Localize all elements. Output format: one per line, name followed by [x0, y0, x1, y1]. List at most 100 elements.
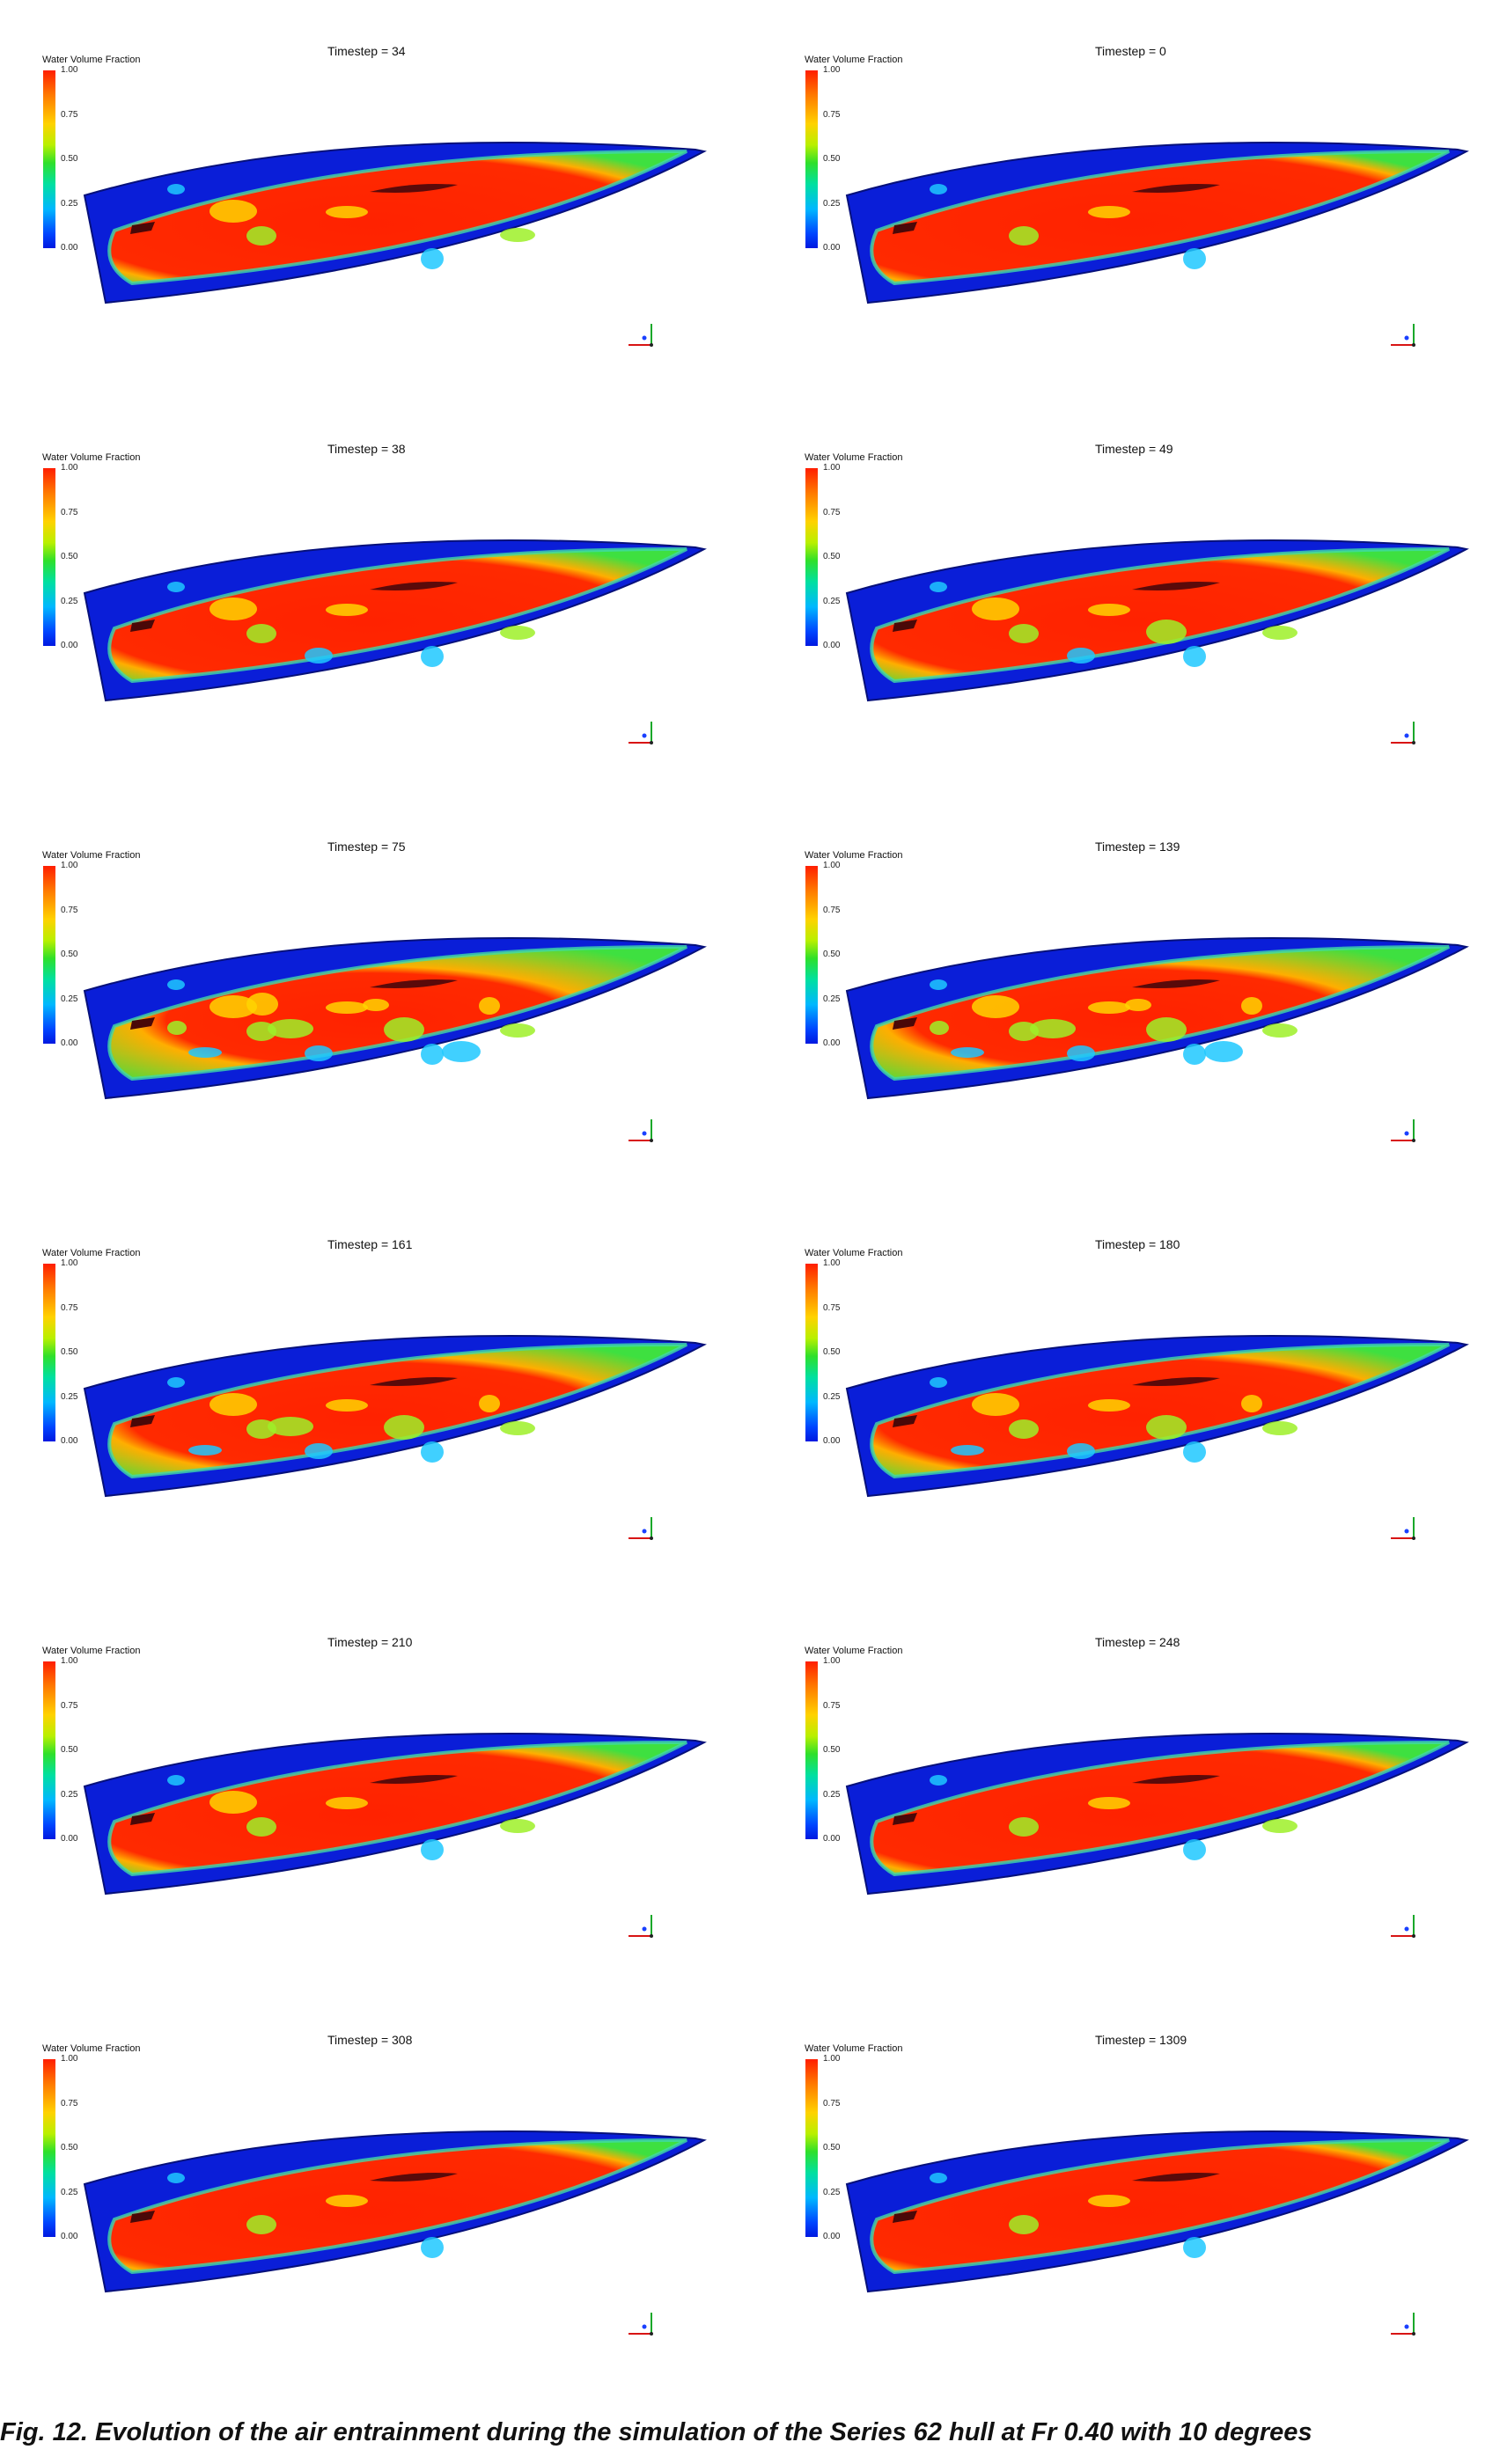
- air-pocket: [930, 582, 947, 592]
- hull-water-fraction-render: [845, 539, 1469, 744]
- air-pocket: [421, 1044, 444, 1065]
- air-pocket: [1183, 248, 1206, 269]
- axis-triad-icon: [629, 1915, 653, 1938]
- timestep-label: Timestep = 0: [1095, 44, 1166, 58]
- air-pocket: [1088, 1797, 1130, 1809]
- air-pocket: [1009, 1419, 1039, 1439]
- colorbar-tick-label: 0.25: [823, 1789, 841, 1800]
- air-pocket: [972, 598, 1019, 620]
- air-pocket: [1183, 1044, 1206, 1065]
- air-pocket: [167, 184, 185, 194]
- colorbar-tick-label: 0.50: [61, 1745, 78, 1755]
- water-region: [107, 2138, 687, 2275]
- colorbar-tick-label: 0.25: [61, 994, 78, 1004]
- colorbar-tick-label: 0.00: [823, 641, 841, 650]
- air-pocket: [442, 1041, 481, 1062]
- axis-triad-icon: [1391, 2313, 1415, 2336]
- air-pocket: [1009, 2215, 1039, 2234]
- air-pocket: [326, 604, 368, 616]
- air-pocket: [1146, 1415, 1187, 1440]
- air-pocket: [500, 1421, 535, 1435]
- air-pocket: [1262, 626, 1297, 640]
- air-pocket: [246, 2215, 276, 2234]
- timestep-label: Timestep = 308: [327, 2033, 413, 2047]
- colorbar-tick-label: 0.75: [61, 1700, 78, 1711]
- axis-triad-icon: [1391, 1517, 1415, 1540]
- simulation-panel: Water Volume Fraction 1.00 0.75 0.50 0.25 0.0…: [762, 796, 1507, 1193]
- air-pocket: [1009, 1817, 1039, 1837]
- hull-water-fraction-render: [845, 1334, 1469, 1540]
- colorbar-tick-label: 0.75: [61, 1302, 78, 1313]
- rudder-appendage: [130, 1017, 155, 1030]
- air-pocket: [930, 1775, 947, 1786]
- air-pocket: [326, 1001, 368, 1014]
- colorbar-tick-label: 0.50: [61, 154, 78, 164]
- air-pocket: [326, 206, 368, 218]
- water-region: [870, 944, 1450, 1082]
- keel-appendage: [370, 979, 458, 988]
- axis-triad-icon: [1391, 722, 1415, 744]
- rudder-appendage: [130, 1415, 155, 1427]
- timestep-label: Timestep = 210: [327, 1635, 413, 1649]
- legend-title: Water Volume Fraction: [42, 1646, 141, 1656]
- hull-water-fraction-render: [83, 141, 707, 347]
- colorbar-tick-label: 1.00: [823, 1656, 841, 1666]
- air-pocket: [210, 200, 257, 223]
- air-pocket: [1088, 2195, 1130, 2207]
- simulation-panel: Water Volume Fraction 1.00 0.75 0.50 0.25 0.0…: [0, 1591, 754, 1989]
- hull-water-fraction-render: [83, 1334, 707, 1540]
- figure-grid: Water Volume Fraction 1.00 0.75 0.50 0.25 0.0…: [0, 0, 1507, 2336]
- hull-water-fraction-render: [83, 2130, 707, 2336]
- colorbar-tick-label: 0.75: [823, 2098, 841, 2108]
- air-pocket: [246, 624, 276, 643]
- caption-text: Fig. 12. Evolution of the air entrainmen…: [0, 2418, 1312, 2446]
- colorbar-tick-label: 0.25: [823, 994, 841, 1004]
- air-pocket: [479, 997, 500, 1015]
- hull-water-fraction-render: [845, 1732, 1469, 1938]
- air-pocket: [268, 1417, 313, 1436]
- air-pocket: [1088, 1001, 1130, 1014]
- simulation-panel: Water Volume Fraction 1.00 0.75 0.50 0.25 0.0…: [0, 0, 754, 398]
- colorbar-tick-label: 0.00: [61, 641, 78, 650]
- simulation-panel: Water Volume Fraction 1.00 0.75 0.50 0.25 0.0…: [0, 796, 754, 1193]
- colorbar-tick-label: 1.00: [823, 463, 841, 473]
- air-pocket: [384, 1017, 424, 1042]
- colorbar-tick-label: 0.50: [823, 1347, 841, 1357]
- colorbar: [43, 866, 55, 1044]
- legend-title: Water Volume Fraction: [42, 850, 141, 861]
- axis-triad-icon: [629, 1517, 653, 1540]
- colorbar-tick-label: 1.00: [823, 2054, 841, 2064]
- colorbar-tick-label: 0.25: [823, 1391, 841, 1402]
- air-pocket: [1183, 646, 1206, 667]
- colorbar-tick-label: 0.50: [823, 950, 841, 959]
- colorbar: [805, 70, 818, 248]
- air-pocket: [1241, 1395, 1262, 1412]
- air-pocket: [500, 1023, 535, 1038]
- colorbar-tick-label: 1.00: [823, 65, 841, 75]
- figure-caption: Fig. 12. Evolution of the air entrainmen…: [0, 2411, 1507, 2464]
- colorbar-tick-label: 0.50: [61, 950, 78, 959]
- air-pocket: [930, 1377, 947, 1388]
- timestep-label: Timestep = 49: [1095, 442, 1173, 456]
- colorbar-tick-label: 0.00: [823, 1834, 841, 1844]
- air-pocket: [1009, 624, 1039, 643]
- air-pocket: [1067, 1443, 1095, 1459]
- air-pocket: [305, 1443, 333, 1459]
- keel-appendage: [370, 1377, 458, 1386]
- axis-triad-icon: [1391, 1915, 1415, 1938]
- axis-triad-icon: [1391, 324, 1415, 347]
- colorbar-tick-label: 0.00: [823, 1436, 841, 1446]
- water-region: [107, 944, 687, 1082]
- air-pocket: [210, 1393, 257, 1416]
- air-pocket: [1204, 1041, 1243, 1062]
- colorbar-tick-label: 0.50: [61, 1347, 78, 1357]
- colorbar-tick-label: 0.75: [61, 2098, 78, 2108]
- hull-water-fraction-render: [845, 141, 1469, 347]
- timestep-label: Timestep = 161: [327, 1237, 413, 1251]
- legend-title: Water Volume Fraction: [805, 1248, 903, 1258]
- air-pocket: [246, 993, 278, 1016]
- colorbar: [43, 1264, 55, 1441]
- air-pocket: [268, 1019, 313, 1038]
- air-pocket: [363, 999, 389, 1011]
- colorbar-tick-label: 0.25: [823, 596, 841, 606]
